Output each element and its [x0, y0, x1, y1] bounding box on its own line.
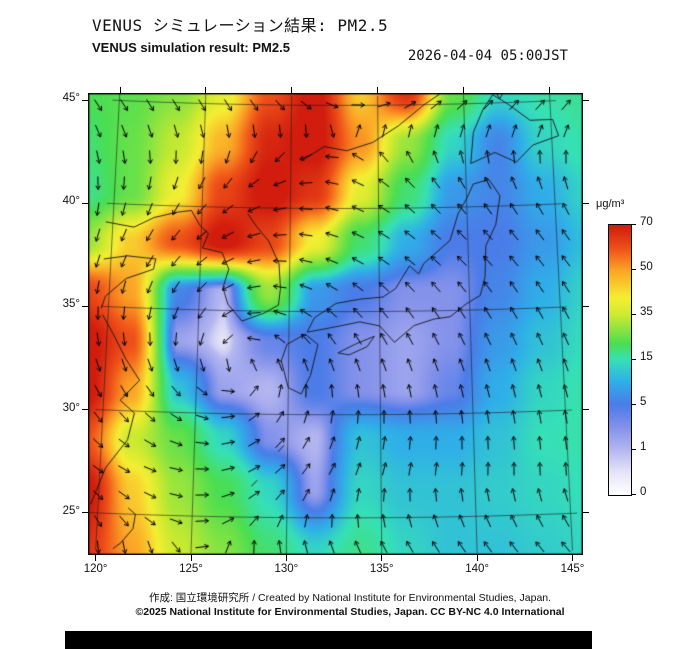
x-tick-label: 145° [560, 563, 585, 575]
title-english: VENUS simulation result: PM2.5 [92, 40, 290, 55]
colorbar-tick-mark [632, 403, 636, 405]
colorbar-unit-label: μg/m³ [596, 198, 625, 210]
x-tick-label: 135° [369, 563, 394, 575]
x-tick-label: 140° [465, 563, 490, 575]
y-tick-mark [583, 306, 589, 308]
x-tick-mark [190, 555, 192, 561]
x-tick-label: 125° [179, 563, 203, 575]
y-tick-label: 35° [62, 298, 80, 311]
x-tick-mark [291, 87, 293, 93]
colorbar-tick-label: 0 [640, 486, 647, 498]
y-tick-mark [583, 203, 589, 205]
colorbar-tick-label: 70 [640, 216, 653, 228]
colorbar-tick-mark [632, 448, 636, 450]
x-tick-mark [119, 87, 121, 93]
y-tick-mark [583, 512, 589, 514]
y-tick-label: 40° [62, 195, 80, 208]
y-tick-label: 30° [62, 401, 80, 414]
x-tick-mark [476, 555, 478, 561]
bottom-black-bar [65, 631, 592, 649]
footer-credit: 作成: 国立環境研究所 / Created by National Instit… [148, 592, 552, 604]
colorbar-tick-mark [632, 358, 636, 360]
colorbar-gradient [608, 224, 632, 496]
colorbar-tick-label: 5 [640, 396, 647, 408]
colorbar-tick-label: 1 [640, 441, 647, 453]
title-japanese: VENUS シミュレーション結果: PM2.5 [92, 16, 389, 35]
y-tick-mark [82, 305, 88, 307]
x-tick-mark [285, 555, 287, 561]
x-tick-mark [205, 87, 207, 93]
colorbar-tick-mark [632, 493, 636, 495]
y-tick-mark [82, 99, 88, 101]
datetime-label: 2026-04-04 05:00JST [407, 48, 568, 64]
y-tick-mark [82, 512, 88, 514]
x-tick-mark [381, 555, 383, 561]
x-tick-mark [462, 87, 464, 93]
colorbar-tick-label: 50 [640, 261, 653, 273]
y-tick-mark [583, 409, 589, 411]
y-tick-mark [583, 99, 589, 101]
y-tick-label: 25° [62, 504, 80, 517]
colorbar-tick-label: 35 [640, 306, 653, 318]
y-tick-mark [82, 409, 88, 411]
x-tick-mark [548, 87, 550, 93]
y-tick-mark [82, 202, 88, 204]
colorbar-tick-mark [632, 223, 636, 225]
x-tick-mark [377, 87, 379, 93]
colorbar: μg/m³ 0 1 5 15 35 50 70 [595, 198, 699, 528]
pm25-concentration-map [88, 93, 583, 555]
x-tick-mark [572, 555, 573, 561]
footer-license: ©2025 National Institute for Environment… [135, 606, 565, 618]
x-tick-label: 120° [83, 563, 108, 575]
x-tick-mark [95, 555, 97, 561]
colorbar-tick-label: 15 [640, 351, 653, 363]
map-plot: 120° 125° 130° 135° 140° 145° 45° 40° 35° 30° 25° [63, 87, 589, 575]
y-tick-label: 45° [62, 92, 80, 105]
colorbar-tick-mark [632, 268, 636, 270]
colorbar-tick-mark [632, 313, 636, 315]
x-tick-label: 130° [274, 563, 299, 575]
